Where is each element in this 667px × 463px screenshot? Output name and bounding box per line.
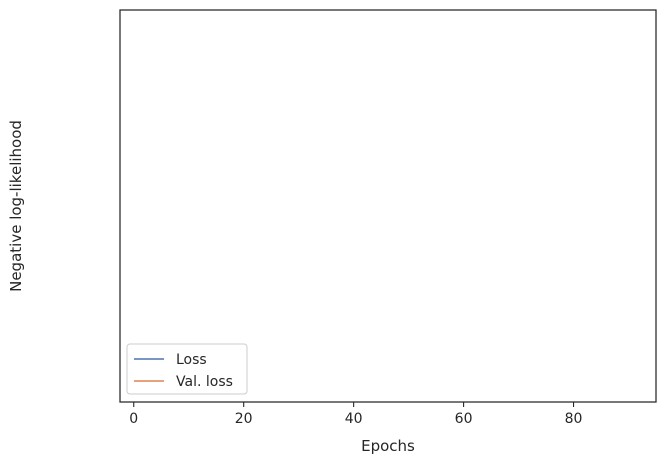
x-tick-label: 20 — [235, 411, 253, 427]
x-axis: 0 20 40 60 80 — [129, 402, 582, 427]
x-tick-label: 80 — [565, 411, 583, 427]
legend-label-loss: Loss — [176, 352, 207, 368]
legend-label-val-loss: Val. loss — [176, 374, 233, 390]
x-tick-label: 40 — [345, 411, 363, 427]
x-axis-label: Epochs — [361, 437, 415, 455]
y-axis-label: Negative log-likelihood — [7, 120, 25, 292]
x-tick-label: 0 — [129, 411, 138, 427]
x-tick-label: 60 — [455, 411, 473, 427]
plot-area — [119, 9, 657, 403]
legend: Loss Val. loss — [126, 343, 248, 395]
plot-frame — [119, 9, 657, 403]
